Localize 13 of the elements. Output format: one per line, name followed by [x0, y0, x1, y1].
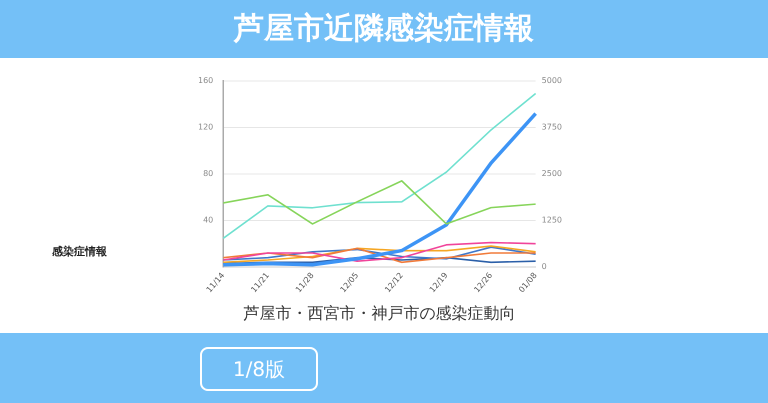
y-tick-label: 120: [198, 122, 214, 132]
y-tick-label: 40: [203, 216, 214, 225]
chart-title: 芦屋市近隣感染症情報: [0, 0, 768, 58]
y-tick-label: 80: [203, 168, 214, 178]
y2-tick-label: 0: [542, 262, 547, 272]
y-tick-label: 160: [198, 76, 214, 85]
y2-tick-label: 1250: [542, 216, 562, 225]
x-axis-title: 芦屋市・西宮市・神戸市の感染症動向: [243, 304, 516, 323]
text: 1/8版: [200, 347, 318, 391]
y2-tick-label: 3750: [542, 122, 562, 132]
text: 感染症情報: [52, 244, 107, 259]
y2-tick-label: 5000: [542, 76, 562, 85]
y2-tick-label: 2500: [542, 168, 562, 178]
